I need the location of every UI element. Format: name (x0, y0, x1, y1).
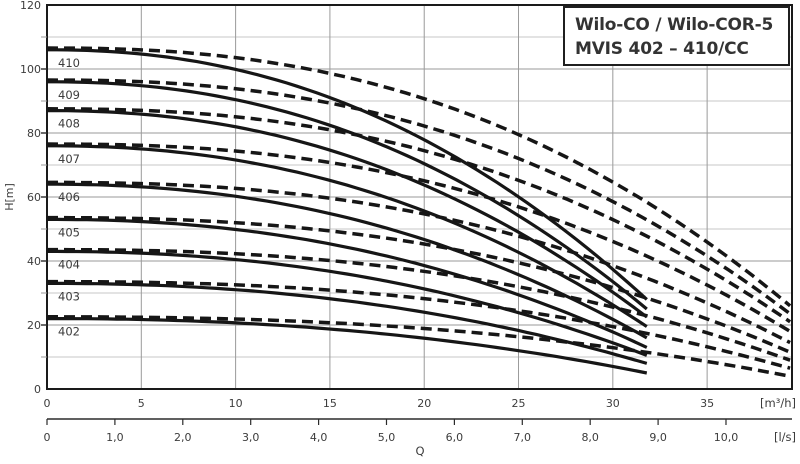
x-tick-label-ls: 2,0 (174, 431, 192, 444)
curve-dashed-407 (46, 142, 791, 333)
y-tick-label: 60 (27, 191, 41, 204)
y-tick-label: 100 (20, 63, 41, 76)
curve-label-403: 403 (58, 289, 80, 303)
curve-label-410: 410 (58, 56, 80, 70)
curve-dashed-405 (47, 215, 791, 354)
x-tick-label-ls: 4,0 (310, 431, 328, 444)
curve-solid-408 (47, 109, 648, 319)
curve-solid-404 (47, 249, 648, 357)
curve-solid-403 (47, 281, 648, 365)
curve-solid-410 (47, 48, 648, 301)
curve-label-404: 404 (58, 257, 80, 271)
y-tick-label: 120 (20, 0, 41, 12)
x-tick-label-ls: 7,0 (514, 431, 532, 444)
curve-label-405: 405 (58, 225, 80, 239)
curve-solid-407 (47, 144, 648, 328)
x-tick-label-m3h: 0 (44, 397, 51, 410)
curve-label-406: 406 (58, 190, 80, 204)
x-axis-title: Q (415, 444, 424, 458)
y-axis: 0 20 40 60 80 100 120 H[m] (3, 0, 47, 396)
y-tick-label: 40 (27, 255, 41, 268)
curve-dashed-410 (46, 46, 792, 308)
curve-solid-409 (47, 80, 648, 311)
curve-label-402: 402 (58, 325, 80, 339)
x-tick-label-ls: 0 (44, 431, 51, 444)
curve-dashed-406 (47, 180, 791, 345)
x-tick-label-ls: 6,0 (446, 431, 464, 444)
x-tick-label-m3h: 30 (606, 397, 620, 410)
curve-dashed-404 (47, 247, 791, 362)
x-tick-label-ls: 8,0 (581, 431, 599, 444)
curve-solid-402 (47, 317, 648, 375)
x-tick-label-m3h: 15 (323, 397, 337, 410)
x-tick-label-ls: 10,0 (714, 431, 739, 444)
x-tick-label-ls: 9,0 (649, 431, 667, 444)
x-axis-ls: 0 1,0 2,0 3,0 4,0 5,0 6,0 7,0 8,0 9,0 10,0 [l/s] Q (44, 418, 796, 458)
y-tick-label: 80 (27, 127, 41, 140)
x-tick-label-m3h: 5 (138, 397, 145, 410)
curve-dashed-409 (46, 78, 792, 316)
chart-title-line1: Wilo-CO / Wilo-COR-5 (575, 15, 774, 35)
curve-dashed-408 (46, 107, 792, 324)
pump-curves-solid (47, 48, 648, 375)
curve-label-407: 407 (58, 152, 80, 166)
x-tick-label-ls: 5,0 (378, 431, 396, 444)
curve-label-409: 409 (58, 88, 80, 102)
y-axis-title: H[m] (3, 183, 16, 211)
curve-dashed-402 (47, 315, 791, 378)
y-tick-label: 20 (27, 319, 41, 332)
x-axis-unit-ls: [l/s] (774, 430, 796, 444)
x-axis-m3h: 0 5 10 15 20 25 30 35 [m³/h] (44, 396, 797, 410)
chart-title-line2: MVIS 402 – 410/CC (575, 39, 749, 59)
title-box: Wilo-CO / Wilo-COR-5 MVIS 402 – 410/CC (563, 6, 790, 66)
curve-dashed-403 (47, 279, 791, 370)
x-tick-label-ls: 3,0 (242, 431, 260, 444)
curve-label-408: 408 (58, 117, 80, 131)
x-tick-label-m3h: 25 (512, 397, 526, 410)
x-tick-label-m3h: 35 (700, 397, 714, 410)
x-tick-label-ls: 1,0 (106, 431, 124, 444)
curve-solid-406 (47, 182, 648, 340)
curve-solid-405 (47, 217, 648, 349)
x-tick-label-m3h: 20 (417, 397, 431, 410)
y-tick-label: 0 (34, 383, 41, 396)
pump-curve-labels: 410 409 408 407 406 405 404 403 402 (58, 56, 80, 339)
x-tick-label-m3h: 10 (229, 397, 243, 410)
pump-curves-dashed (46, 46, 792, 378)
x-axis-unit-m3h: [m³/h] (760, 396, 796, 410)
